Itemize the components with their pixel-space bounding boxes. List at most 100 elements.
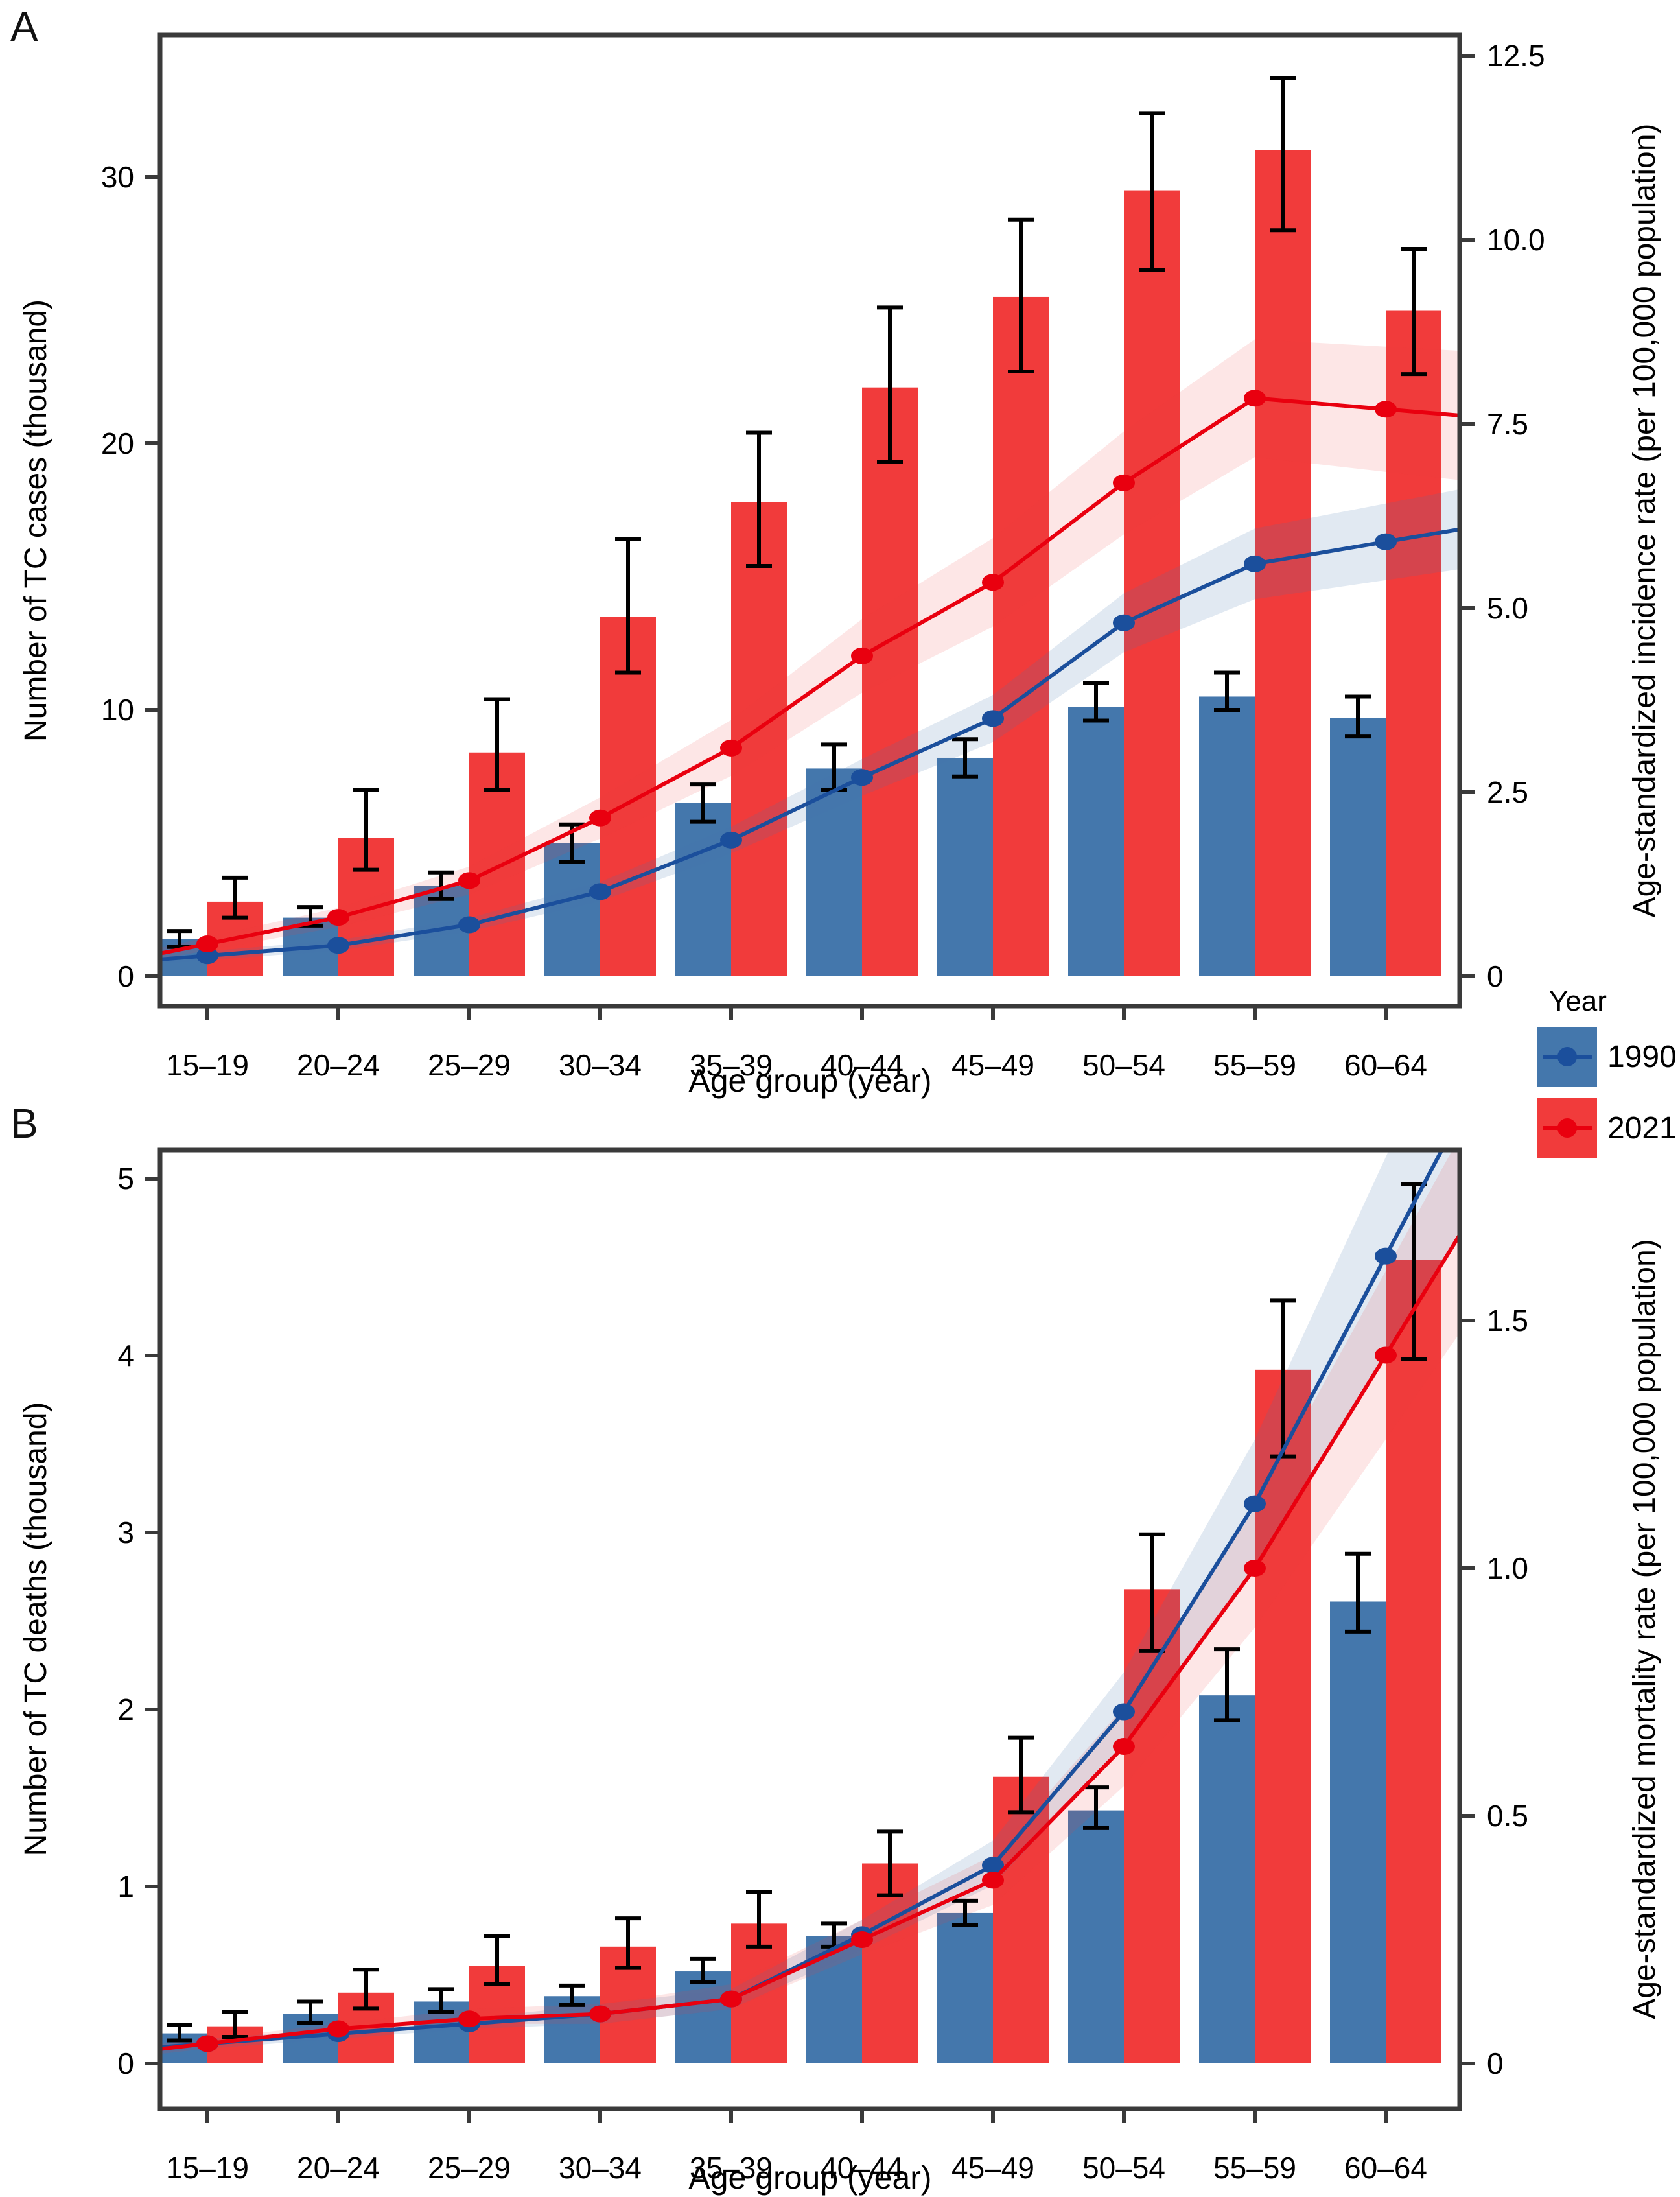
panel-b-label: B [10, 1100, 38, 1147]
data-point [589, 809, 611, 827]
tick-label: 0 [1487, 959, 1504, 993]
data-point [720, 831, 742, 849]
data-point [982, 1872, 1004, 1889]
tick-label: 10.0 [1487, 223, 1545, 257]
tick-label: 2 [117, 1693, 134, 1726]
legend-key-1990-icon [1537, 1027, 1597, 1087]
panel-a-label: A [10, 3, 38, 50]
x-tick-label: 55–59 [1213, 2151, 1296, 2185]
line-2021-markers [196, 1346, 1397, 2052]
x-tick-label: 45–49 [951, 2151, 1034, 2185]
tick-label: 0.5 [1487, 1799, 1528, 1833]
tick-label: 1.0 [1487, 1551, 1528, 1585]
error-bar [1008, 1735, 1034, 1815]
error-bar [167, 2022, 192, 2043]
x-axis-a: 15–19 20–24 25–29 30–34 35–39 40–44 45–49 50–54… [166, 1006, 1427, 1082]
x-tick-label: 25–29 [428, 2151, 511, 2185]
panel-a-xlabel: Age group (year) [688, 1063, 932, 1099]
x-tick-label: 20–24 [297, 1048, 380, 1082]
bars-2021-a [207, 150, 1441, 977]
error-bar [877, 1829, 903, 1897]
x-tick-label: 60–64 [1344, 2151, 1427, 2185]
line-1990-band [160, 1150, 1460, 2052]
bar [675, 1971, 731, 2063]
line-1990-band [160, 489, 1460, 964]
data-point [196, 935, 218, 953]
bars-2021-error-bars [222, 1182, 1427, 2039]
tick-label: 0 [117, 2047, 134, 2080]
x-tick-label: 50–54 [1082, 2151, 1165, 2185]
line-2021-band [160, 1150, 1460, 2054]
panel-a: 0 10 20 30 0 2.5 5.0 7.5 10.0 12.5 15–19 20–24 25–29… [101, 32, 1545, 1082]
panel-b: 0 1 2 3 4 5 0 0.5 1.0 1.5 15–19 20–24 25–29 30–34 35–3… [117, 1147, 1528, 2185]
line-2021-band [160, 339, 1460, 959]
data-point [1244, 1560, 1266, 1577]
data-point [1113, 1738, 1135, 1756]
x-tick-label: 60–64 [1344, 1048, 1427, 1082]
bar [937, 1912, 993, 2063]
bar [600, 617, 656, 976]
x-tick-label: 15–19 [166, 1048, 249, 1082]
y-axis-right-a: 0 2.5 5.0 7.5 10.0 12.5 [1460, 39, 1545, 993]
bar [1068, 707, 1124, 976]
data-point [720, 739, 742, 757]
bar [1068, 1810, 1124, 2063]
data-point [1375, 1247, 1397, 1265]
legend: Year 1990 2021 [1537, 985, 1680, 1169]
line-2021-line [160, 396, 1460, 956]
tick-label: 7.5 [1487, 407, 1528, 441]
x-tick-label: 20–24 [297, 2151, 380, 2185]
data-point [851, 647, 873, 664]
error-bar [484, 1934, 510, 1986]
error-bar [559, 1983, 585, 2007]
data-point [1244, 555, 1266, 572]
error-bar [428, 1987, 454, 2014]
data-point [458, 872, 480, 889]
y-axis-left-b: 0 1 2 3 4 5 [117, 1162, 160, 2080]
panel-a-ylabel-right: Age-standardized incidence rate (per 100… [1628, 123, 1662, 918]
error-bar [615, 1916, 641, 1970]
error-bar [1270, 76, 1296, 233]
x-tick-label: 45–49 [951, 1048, 1034, 1082]
bar [862, 387, 918, 976]
error-bar [1345, 1551, 1371, 1634]
legend-item-2021: 2021 [1537, 1098, 1680, 1158]
tick-label: 10 [101, 693, 134, 727]
bar [993, 296, 1049, 977]
tick-label: 5.0 [1487, 591, 1528, 625]
plot-frame [158, 32, 1462, 1009]
bar [544, 843, 600, 976]
data-point [327, 2020, 349, 2038]
data-point [1375, 533, 1397, 550]
legend-label-1990: 1990 [1607, 1039, 1677, 1074]
x-tick-label: 35–39 [690, 2151, 773, 2185]
data-point [1113, 474, 1135, 491]
error-bar [1083, 1785, 1109, 1830]
data-point [982, 574, 1004, 591]
panel-b-ylabel-left: Number of TC deaths (thousand) [19, 1402, 53, 1857]
error-bar [484, 697, 510, 792]
legend-title: Year [1549, 985, 1607, 1017]
error-bar [615, 537, 641, 675]
data-point [196, 947, 218, 965]
bar [1124, 190, 1180, 976]
tick-label: 4 [117, 1339, 134, 1372]
x-tick-label: 30–34 [559, 2151, 642, 2185]
data-point [851, 1931, 873, 1948]
line-1990-markers [196, 533, 1397, 965]
x-tick-label: 40–44 [821, 1048, 904, 1082]
bar [937, 757, 993, 976]
plot-area-a [160, 76, 1460, 977]
x-tick-label: 25–29 [428, 1048, 511, 1082]
data-point [851, 769, 873, 786]
tick-label: 1.5 [1487, 1304, 1528, 1337]
panel-b-xlabel: Age group (year) [688, 2159, 932, 2196]
error-bar [1008, 217, 1034, 374]
bars-1990-b [160, 1601, 1386, 2063]
error-bar [222, 2010, 248, 2039]
error-bar [1139, 111, 1165, 272]
tick-label: 2.5 [1487, 775, 1528, 809]
line-2021-markers [196, 390, 1397, 953]
